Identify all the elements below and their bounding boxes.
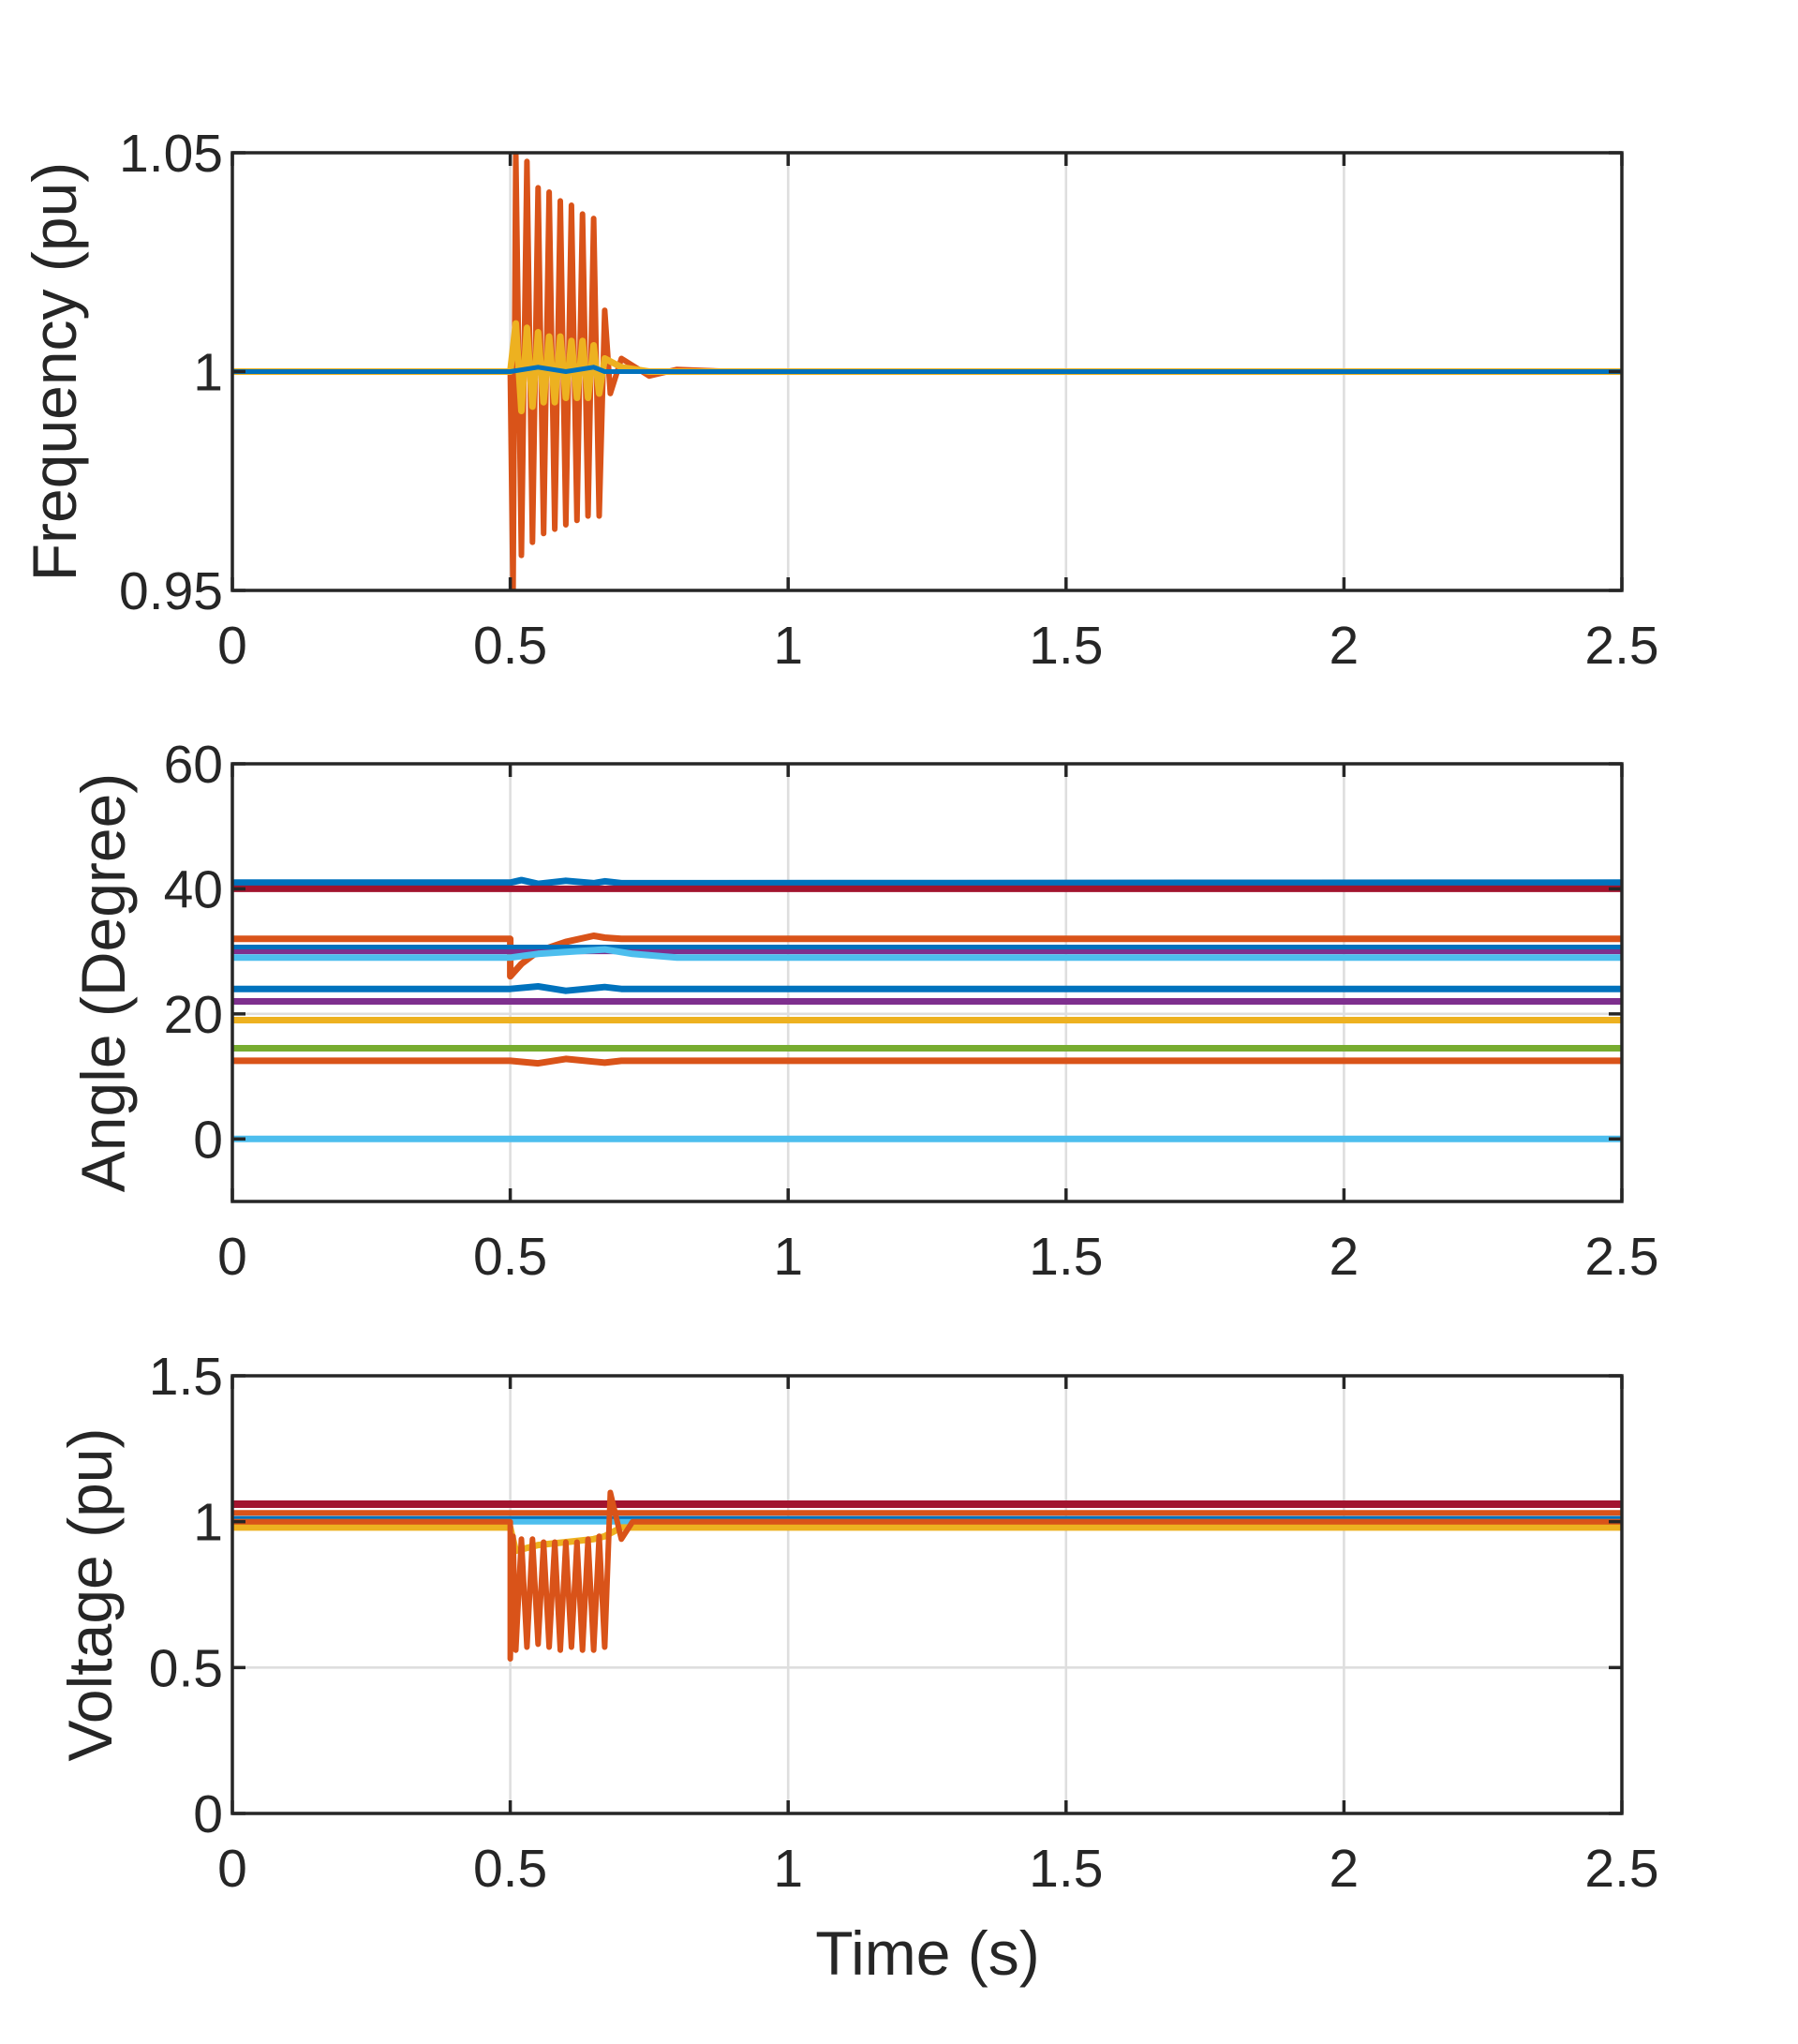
voltage-axes-box <box>230 1374 1624 1815</box>
frequency-x-tick-label: 1 <box>773 616 803 676</box>
angle-y-tick-label: 60 <box>164 735 223 795</box>
frequency-y-tick-label: 0.95 <box>119 561 223 621</box>
voltage-x-tick-label: 0.5 <box>473 1839 547 1899</box>
angle-x-tick-label: 2.5 <box>1584 1227 1658 1287</box>
frequency-x-tick-label: 0.5 <box>473 616 547 676</box>
voltage-x-tick-label: 0 <box>217 1839 247 1899</box>
voltage-y-tick-label: 1 <box>193 1493 223 1553</box>
voltage-y-tick-label: 0 <box>193 1784 223 1844</box>
frequency-x-tick-label: 1.5 <box>1029 616 1103 676</box>
angle-axes-box <box>230 762 1624 1203</box>
time-x-axis-label: Time (s) <box>815 1918 1040 1988</box>
angle-y-axis-label: Angle (Degree) <box>68 773 138 1193</box>
voltage-x-tick-label: 2.5 <box>1584 1839 1658 1899</box>
angle-series-line <box>232 876 1622 888</box>
angle-x-tick-label: 1.5 <box>1029 1227 1103 1287</box>
frequency-y-tick-label: 1 <box>193 343 223 403</box>
angle-x-tick-label: 0.5 <box>473 1227 547 1287</box>
angle-series-line <box>232 946 1622 962</box>
frequency-series-line <box>232 365 1622 374</box>
angle-y-tick-label: 0 <box>193 1110 223 1170</box>
angle-series-line <box>232 983 1622 994</box>
frequency-panel: 0 0.5 1 1.5 2 2.5 0.95 1 1.05 Frequency (pu) <box>20 124 1659 676</box>
angle-x-tick-label: 0 <box>217 1227 247 1287</box>
voltage-x-tick-label: 1.5 <box>1029 1839 1103 1899</box>
voltage-x-tick-label: 2 <box>1330 1839 1360 1899</box>
frequency-ticks: 0 0.5 1 1.5 2 2.5 0.95 1 1.05 <box>119 124 1659 676</box>
frequency-x-tick-label: 0 <box>217 616 247 676</box>
frequency-y-tick-label: 1.05 <box>119 124 223 184</box>
angle-x-tick-label: 2 <box>1330 1227 1360 1287</box>
angle-series-group <box>232 876 1622 1142</box>
frequency-y-axis-label: Frequency (pu) <box>20 162 89 582</box>
angle-y-tick-label: 40 <box>164 859 223 919</box>
angle-y-tick-label: 20 <box>164 985 223 1045</box>
voltage-x-tick-label: 1 <box>773 1839 803 1899</box>
voltage-panel: 0 0.5 1 1.5 2 2.5 0 0.5 1 1.5 Voltage (pu) <box>55 1347 1659 1899</box>
voltage-series-group <box>232 1489 1622 1662</box>
angle-x-tick-label: 1 <box>773 1227 803 1287</box>
angle-series-line <box>232 1055 1622 1067</box>
frequency-series-group <box>232 153 1622 590</box>
voltage-series-line <box>232 1489 1622 1662</box>
angle-panel: 0 0.5 1 1.5 2 2.5 0 20 40 60 Angle (Degree) <box>68 735 1659 1287</box>
voltage-ticks: 0 0.5 1 1.5 2 2.5 0 0.5 1 1.5 <box>149 1347 1659 1899</box>
voltage-y-tick-label: 1.5 <box>149 1347 223 1407</box>
voltage-y-tick-label: 0.5 <box>149 1638 223 1698</box>
frequency-x-tick-label: 2.5 <box>1584 616 1658 676</box>
angle-ticks: 0 0.5 1 1.5 2 2.5 0 20 40 60 <box>164 735 1659 1287</box>
frequency-x-tick-label: 2 <box>1330 616 1360 676</box>
voltage-y-axis-label: Voltage (pu) <box>55 1428 125 1762</box>
